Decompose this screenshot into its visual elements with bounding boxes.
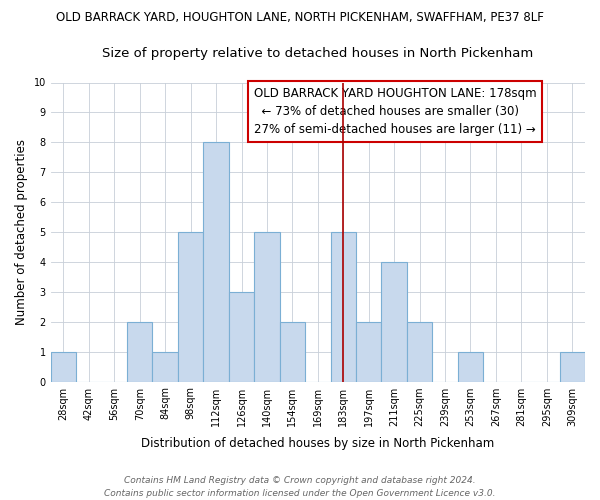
Bar xyxy=(178,232,203,382)
Y-axis label: Number of detached properties: Number of detached properties xyxy=(15,139,28,325)
Bar xyxy=(280,322,305,382)
Bar xyxy=(229,292,254,382)
Bar xyxy=(382,262,407,382)
X-axis label: Distribution of detached houses by size in North Pickenham: Distribution of detached houses by size … xyxy=(141,437,494,450)
Bar xyxy=(152,352,178,382)
Bar xyxy=(50,352,76,382)
Bar xyxy=(203,142,229,382)
Bar xyxy=(127,322,152,382)
Bar xyxy=(560,352,585,382)
Text: OLD BARRACK YARD HOUGHTON LANE: 178sqm
  ← 73% of detached houses are smaller (3: OLD BARRACK YARD HOUGHTON LANE: 178sqm ←… xyxy=(254,87,536,136)
Text: Contains HM Land Registry data © Crown copyright and database right 2024.
Contai: Contains HM Land Registry data © Crown c… xyxy=(104,476,496,498)
Bar xyxy=(356,322,382,382)
Bar xyxy=(407,322,433,382)
Bar xyxy=(254,232,280,382)
Text: OLD BARRACK YARD, HOUGHTON LANE, NORTH PICKENHAM, SWAFFHAM, PE37 8LF: OLD BARRACK YARD, HOUGHTON LANE, NORTH P… xyxy=(56,11,544,24)
Title: Size of property relative to detached houses in North Pickenham: Size of property relative to detached ho… xyxy=(102,48,533,60)
Bar xyxy=(331,232,356,382)
Bar xyxy=(458,352,483,382)
